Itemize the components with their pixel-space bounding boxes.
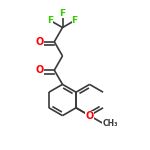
Text: F: F xyxy=(47,16,53,25)
Text: F: F xyxy=(59,9,66,18)
Text: O: O xyxy=(85,111,94,121)
Text: O: O xyxy=(35,37,44,47)
Text: O: O xyxy=(35,65,44,75)
Text: CH₃: CH₃ xyxy=(102,118,118,127)
Text: F: F xyxy=(72,16,78,25)
